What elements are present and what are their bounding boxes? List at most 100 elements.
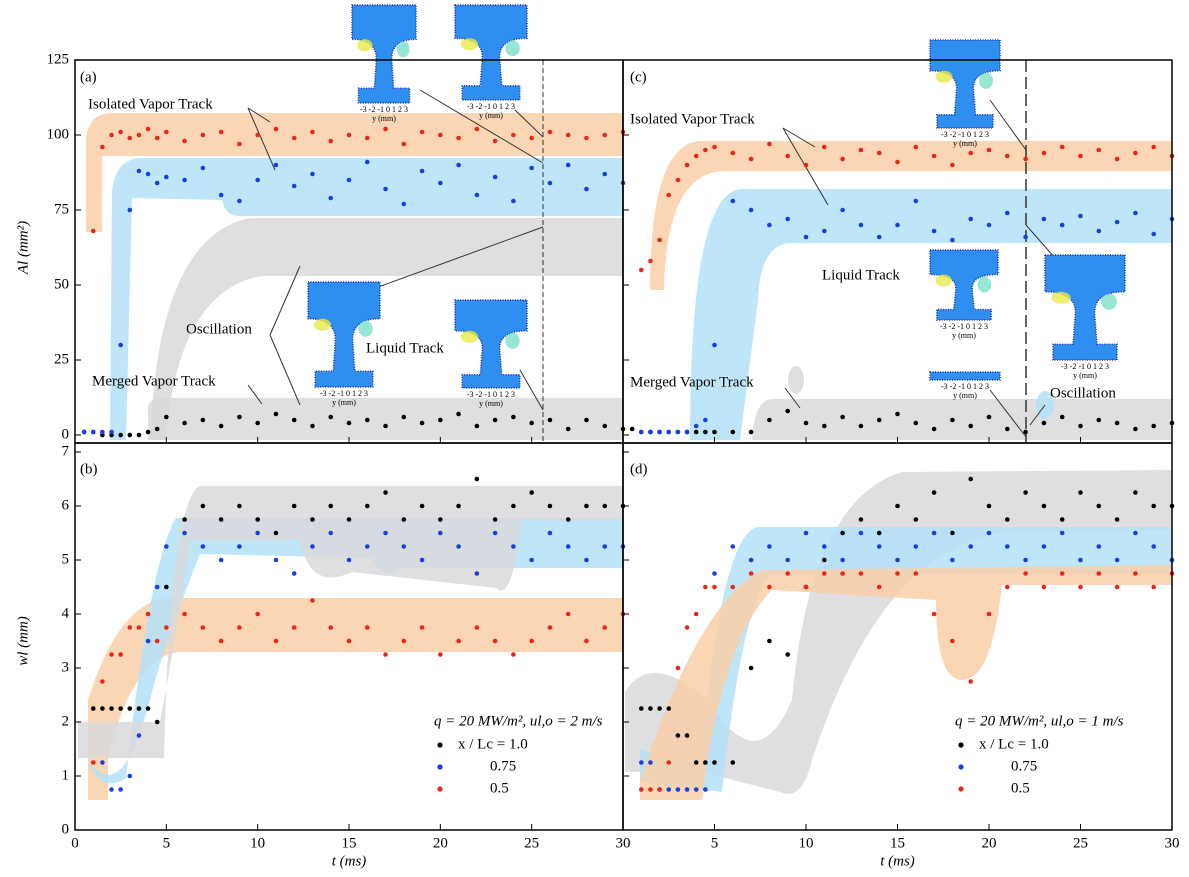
data-point (968, 216, 973, 222)
leader (269, 265, 301, 336)
panel-label: (d) (630, 461, 648, 477)
leader (247, 384, 263, 405)
data-point (822, 571, 827, 576)
data-point (712, 144, 717, 150)
inset-axis-label: y (mm) (953, 139, 977, 148)
data-point (100, 760, 105, 765)
data-point (200, 165, 206, 171)
data-point (931, 611, 937, 617)
data-point (666, 787, 672, 792)
data-point (703, 787, 708, 792)
data-point (474, 625, 480, 630)
data-point (273, 557, 279, 563)
data-point (136, 733, 142, 738)
data-point (200, 132, 206, 138)
data-point (584, 638, 589, 644)
inset-feature (1051, 291, 1071, 304)
inset-feature (1101, 293, 1117, 310)
data-point (666, 429, 672, 435)
data-point (876, 584, 882, 590)
data-point (1078, 153, 1083, 159)
data-point (602, 503, 608, 509)
leader (247, 107, 271, 123)
band (640, 565, 1172, 800)
data-point (931, 426, 937, 432)
data-point (1114, 420, 1120, 426)
y-tick-label: 100 (47, 126, 70, 142)
data-point (712, 571, 717, 576)
inset-feature (460, 330, 479, 343)
leader (519, 369, 544, 411)
data-point (1059, 222, 1065, 228)
data-point (648, 706, 653, 711)
data-point (1096, 147, 1102, 153)
data-point (657, 787, 662, 792)
data-point (529, 165, 534, 171)
data-point (1041, 420, 1047, 426)
data-point (273, 126, 279, 132)
data-point (1041, 150, 1047, 156)
data-point (1078, 213, 1083, 219)
data-point (895, 411, 900, 417)
data-point (1133, 530, 1138, 536)
data-point (730, 198, 736, 204)
data-point (1114, 219, 1120, 225)
data-point (182, 420, 187, 426)
data-point (328, 530, 334, 536)
data-point (255, 132, 260, 138)
y-tick-label: 0 (62, 426, 70, 442)
data-point (968, 423, 973, 429)
data-point (164, 129, 169, 135)
data-point (109, 652, 114, 657)
leader (1029, 404, 1046, 426)
data-point (950, 417, 955, 423)
data-point (895, 503, 900, 509)
data-point (1133, 490, 1138, 495)
y-tick-label: 0 (62, 821, 70, 837)
data-point (785, 216, 790, 222)
inset: -3 -2 -1 0 1 2 3y (mm) (307, 281, 381, 407)
data-point (164, 544, 169, 549)
data-point (200, 544, 206, 549)
data-point (748, 665, 754, 671)
leader (419, 89, 544, 164)
leader (782, 127, 816, 148)
data-point (1114, 557, 1120, 563)
data-point (182, 530, 187, 536)
y-axis-label: wl (mm) (15, 616, 31, 666)
data-point (492, 517, 498, 522)
data-point (584, 557, 589, 563)
y-tick-label: 6 (62, 497, 70, 513)
data-point (1133, 426, 1138, 432)
legend-title: q = 20 MW/m², ul,o = 2 m/s (434, 713, 603, 729)
plot-area (81, 126, 1175, 792)
data-point (182, 611, 187, 617)
data-point (419, 420, 425, 426)
inset-axis-label: y (mm) (372, 114, 396, 123)
data-point (218, 557, 224, 563)
data-point (565, 611, 571, 617)
data-point (968, 679, 973, 684)
inset-tick-labels: -3 -2 -1 0 1 2 3 (320, 389, 368, 398)
data-point (164, 625, 169, 630)
data-point (876, 544, 882, 549)
band (752, 399, 1172, 440)
legend-label: 0.5 (1011, 780, 1030, 796)
data-point (273, 638, 279, 644)
data-point (986, 503, 992, 509)
leader (369, 226, 544, 291)
data-point (145, 126, 151, 132)
data-point (255, 611, 260, 617)
legend-marker (437, 742, 443, 748)
data-point (703, 429, 708, 435)
data-point (840, 156, 845, 162)
data-point (584, 186, 589, 192)
data-point (456, 503, 461, 509)
data-point (401, 544, 407, 549)
x-tick-label: 5 (711, 835, 719, 851)
data-point (145, 638, 151, 644)
legend-marker (958, 786, 964, 792)
data-point (474, 571, 480, 576)
y-tick-label: 50 (54, 276, 69, 292)
data-point (1005, 544, 1010, 549)
